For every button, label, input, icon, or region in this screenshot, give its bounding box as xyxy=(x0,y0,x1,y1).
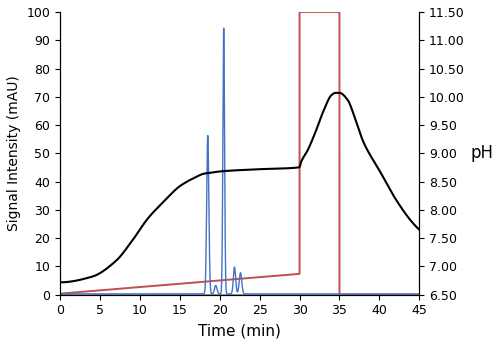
Y-axis label: Signal Intensity (mAU): Signal Intensity (mAU) xyxy=(7,76,21,231)
Y-axis label: pH: pH xyxy=(470,144,493,162)
X-axis label: Time (min): Time (min) xyxy=(198,323,281,338)
